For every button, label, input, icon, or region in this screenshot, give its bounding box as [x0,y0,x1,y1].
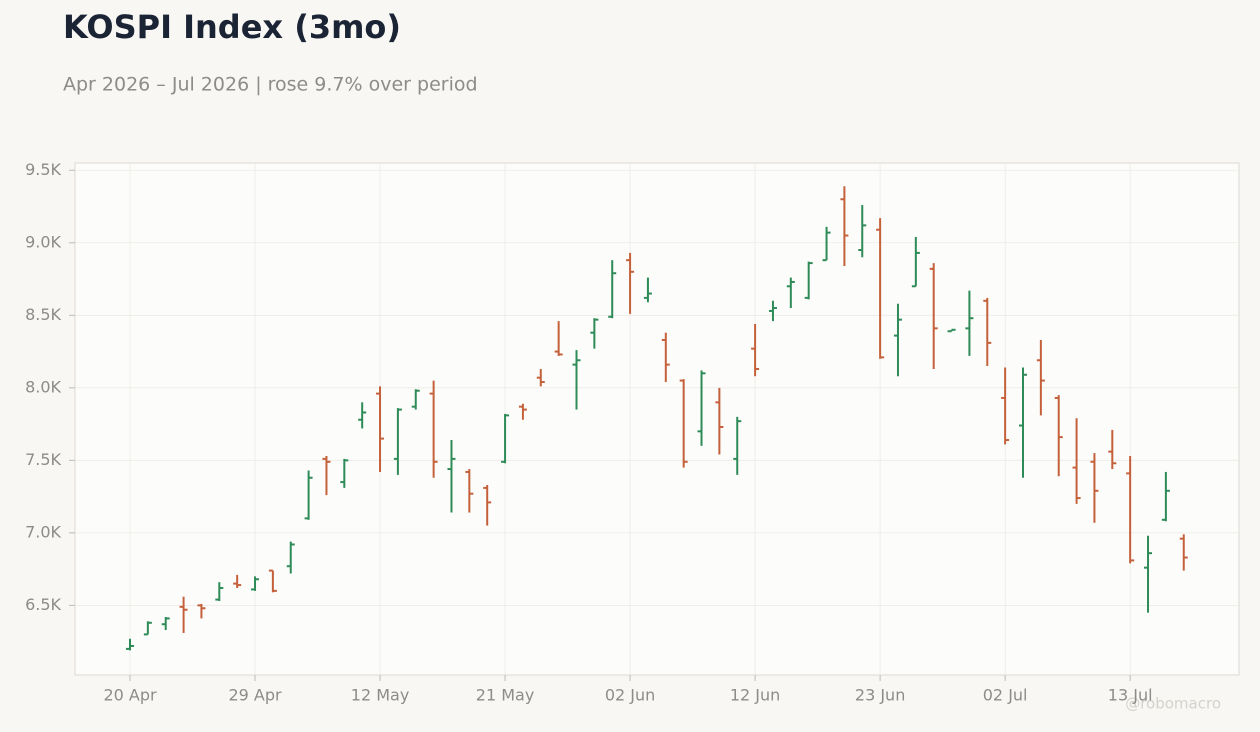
x-tick-label: 13 Jul [1108,686,1153,705]
x-tick-label: 02 Jul [983,686,1028,705]
y-tick-label: 7.5K [25,450,61,469]
y-tick-label: 7.0K [25,522,61,541]
y-tick-label: 8.5K [25,305,61,324]
chart-subtitle: Apr 2026 – Jul 2026 | rose 9.7% over per… [63,74,478,96]
x-tick-label: 12 May [351,686,410,705]
plot-area [74,162,1240,676]
x-tick-label: 20 Apr [103,686,157,705]
watermark: @robomacro [1125,695,1221,713]
y-tick-label: 8.0K [25,377,61,396]
x-tick-label: 29 Apr [228,686,282,705]
x-tick-label: 23 Jun [855,686,905,705]
y-tick-label: 9.5K [25,160,61,179]
x-tick-label: 12 Jun [730,686,780,705]
x-tick-label: 02 Jun [605,686,655,705]
y-tick-label: 9.0K [25,232,61,251]
chart-title: KOSPI Index (3mo) [63,8,401,46]
x-tick-label: 21 May [476,686,535,705]
y-tick-label: 6.5K [25,595,61,614]
